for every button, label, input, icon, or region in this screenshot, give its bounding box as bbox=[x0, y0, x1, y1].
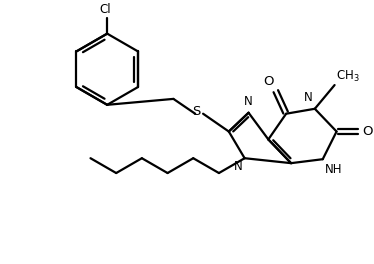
Text: N: N bbox=[304, 91, 313, 104]
Text: N: N bbox=[244, 95, 253, 108]
Text: O: O bbox=[362, 125, 373, 138]
Text: CH$_3$: CH$_3$ bbox=[335, 69, 359, 84]
Text: S: S bbox=[192, 105, 200, 118]
Text: O: O bbox=[263, 75, 273, 88]
Text: Cl: Cl bbox=[99, 3, 111, 16]
Text: N: N bbox=[234, 160, 243, 173]
Text: NH: NH bbox=[325, 163, 342, 176]
